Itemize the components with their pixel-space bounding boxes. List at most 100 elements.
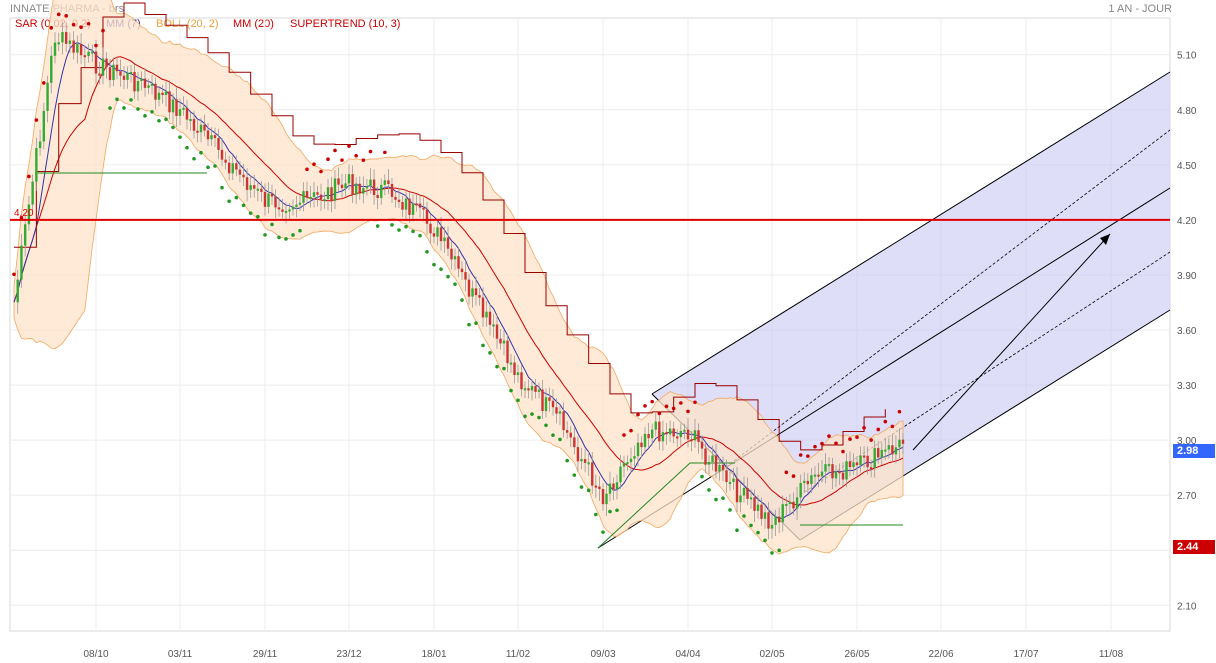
sar-dot [798,453,803,457]
sar-dot [848,437,852,441]
sar-dot [643,404,647,408]
candle-body [777,516,781,523]
sar-dot [263,233,267,237]
sar-dot [721,496,725,501]
drawing-overlay: 4.20 [10,208,1170,451]
candle-body [344,183,347,189]
sar-dot [333,148,337,153]
candle-body [263,191,267,207]
sar-dot [439,267,443,271]
channel-upper-line [651,71,1171,395]
candle-body [231,163,234,174]
sar-dot [129,98,133,102]
candle-body [520,372,523,390]
candle-body [119,71,122,76]
period-label: 1 AN - JOUR [1108,3,1172,15]
sar-dot [277,235,281,240]
candle-body [676,436,679,439]
candle-body [485,311,488,318]
sar-dot [206,165,210,170]
sar-dot [495,364,499,369]
candle-body [76,43,79,53]
candle-body [558,411,562,414]
candle-body [178,109,182,116]
candle-body [760,504,763,519]
candle-body [711,455,714,462]
plot-frame [9,17,1171,632]
sar-dot [49,26,54,30]
candle-body [140,78,143,82]
candle-body [164,91,168,95]
candle-body [551,400,555,408]
candle-body [615,482,619,490]
sar-dot [115,97,119,102]
candle-body [516,372,520,376]
sar-dot [700,474,704,479]
sar-dot [756,530,760,535]
candle-body [288,209,291,212]
candle-body [203,124,206,131]
candle-body [781,504,784,523]
candle-body [302,191,305,203]
sar-dot [467,322,471,327]
candle-body [72,40,75,53]
y-tick-label: 2.70 [1177,491,1197,502]
candle-body [647,433,650,439]
candle-body [869,467,873,470]
candle-body [690,439,693,442]
supertrend-line [14,2,886,451]
sar-dot [707,488,711,492]
candle-body [495,324,499,339]
candle-body [838,471,841,474]
sar-dot [544,423,548,428]
candle-body [855,462,859,466]
candle-body [242,174,245,178]
candle-body [799,482,802,498]
candle-body [460,268,464,273]
candle-body [133,71,136,92]
candle-body [576,447,580,462]
sar-dot [157,118,161,123]
sar-dot [594,512,598,517]
candle-body [834,471,838,479]
candle-body [50,55,53,83]
sar-dot [615,508,619,513]
candle-body [728,481,732,484]
candle-body [227,162,231,174]
sar-dots [12,12,902,555]
candle-body [337,178,340,185]
candle-body [365,186,369,189]
candle-body [354,183,358,195]
channel-dashed-lower [799,251,1171,496]
sar-dot [806,454,810,458]
sar-dot [586,488,591,493]
candle-body [249,185,252,190]
candle-body [817,474,820,477]
candle-body [358,183,361,194]
sar-dot [565,458,569,463]
sar-dot [86,21,91,26]
sar-dot [841,449,845,454]
sar-dot [94,43,98,48]
sar-dot [397,228,401,232]
candle-body [376,194,379,199]
y-axis-ticks: 2.102.402.703.003.303.603.904.204.504.80… [1177,51,1197,613]
candle-body [548,397,551,401]
candle-body [20,245,23,280]
candle-body [831,464,834,479]
sar-dot [735,528,739,533]
candle-body [147,85,150,88]
candle-body [129,71,133,74]
candle-body [884,449,887,452]
candle-body [746,488,749,499]
candle-body [492,324,495,327]
sar-dot [827,434,831,438]
candle-body [891,445,894,455]
candle-body [481,297,485,318]
candle-body [284,210,288,213]
x-tick-label: 23/12 [336,649,361,660]
sar-dot [354,153,358,158]
candle-body [351,174,354,195]
candle-body [530,386,534,391]
y-tick-label: 5.10 [1177,51,1197,62]
